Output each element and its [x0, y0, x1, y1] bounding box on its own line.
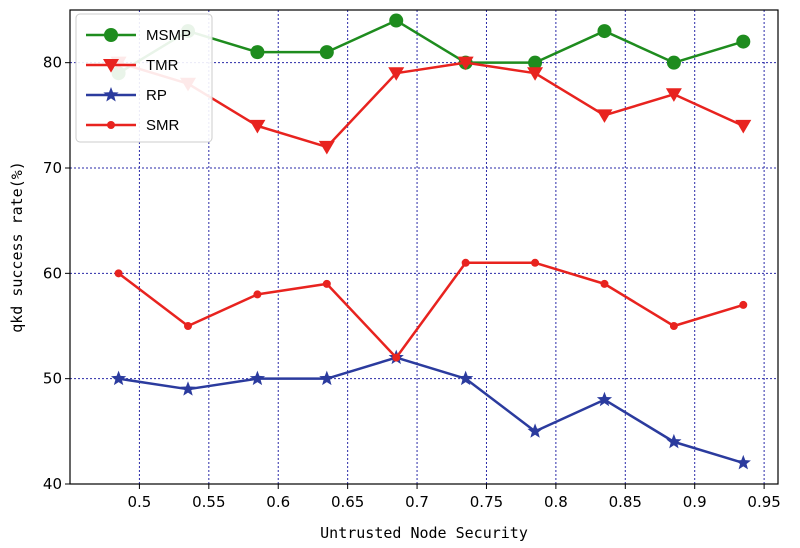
- series-line-msmp: [117, 19, 744, 75]
- legend-label-rp: RP: [146, 87, 167, 104]
- y-tick-label: 60: [43, 264, 62, 282]
- data-point-msmp: [666, 55, 681, 70]
- y-tick-label: 40: [43, 475, 62, 493]
- data-point-rp: [319, 370, 335, 386]
- data-point-smr: [739, 300, 748, 309]
- x-tick-label: 0.8: [544, 493, 568, 511]
- legend-item-tmr: TMR: [86, 57, 179, 74]
- legend-item-rp: RP: [86, 87, 167, 104]
- data-point-tmr: [388, 67, 405, 81]
- legend: MSMP TMR RP SMR: [75, 13, 213, 143]
- x-tick-label: 0.75: [470, 493, 503, 511]
- data-point-rp: [735, 454, 751, 470]
- series-smr: [114, 258, 748, 362]
- data-point-smr: [322, 279, 331, 288]
- series-line-rp: [118, 356, 744, 465]
- x-tick-label: 0.55: [192, 493, 225, 511]
- legend-label-msmp: MSMP: [146, 27, 191, 44]
- series-line-tmr: [118, 61, 744, 149]
- data-point-tmr: [249, 119, 266, 134]
- x-tick-label: 0.95: [747, 493, 780, 511]
- data-point-msmp: [319, 45, 334, 60]
- data-point-smr: [392, 353, 401, 362]
- data-point-tmr: [665, 88, 682, 102]
- x-tick-label: 0.6: [266, 493, 290, 511]
- data-point-rp: [180, 381, 196, 396]
- series-rp: [110, 349, 751, 470]
- series-line-smr: [117, 261, 744, 359]
- legend-marker-msmp: [104, 28, 118, 42]
- data-point-rp: [249, 370, 266, 386]
- legend-label-tmr: TMR: [146, 57, 179, 74]
- data-point-rp: [458, 370, 474, 386]
- data-point-smr: [600, 279, 609, 288]
- data-point-rp: [527, 423, 543, 438]
- ticks: 0.5 0.55 0.6 0.65 0.7 0.75 0.8 0.85 0.9 0.95 40 50 6…: [43, 54, 781, 511]
- data-point-tmr: [318, 140, 335, 155]
- x-tick-label: 0.7: [405, 493, 429, 511]
- data-point-tmr: [527, 67, 544, 81]
- y-tick-label: 80: [43, 54, 62, 72]
- data-point-msmp: [528, 55, 543, 70]
- y-axis-label: qkd success rate(%): [8, 161, 26, 333]
- data-point-rp: [666, 433, 682, 449]
- data-point-tmr: [457, 56, 474, 71]
- data-point-tmr: [735, 119, 752, 134]
- data-point-msmp: [250, 45, 265, 60]
- legend-item-msmp: MSMP: [86, 27, 191, 44]
- y-tick-label: 50: [43, 370, 62, 388]
- legend-label-smr: SMR: [146, 117, 180, 134]
- x-axis-label: Untrusted Node Security: [320, 524, 528, 542]
- data-point-smr: [114, 269, 123, 278]
- data-point-smr: [461, 258, 470, 267]
- data-point-rp: [596, 391, 613, 407]
- x-tick-label: 0.9: [683, 493, 707, 511]
- data-point-rp: [110, 370, 127, 386]
- data-point-msmp: [597, 24, 612, 39]
- data-point-smr: [669, 322, 678, 330]
- data-point-smr: [184, 322, 192, 330]
- data-point-smr: [531, 258, 540, 267]
- x-tick-label: 0.65: [331, 493, 364, 511]
- gridlines: [70, 10, 778, 485]
- legend-marker-smr: [107, 121, 115, 129]
- x-tick-label: 0.85: [609, 493, 642, 511]
- data-point-msmp: [736, 34, 751, 49]
- data-point-msmp: [389, 13, 404, 28]
- data-point-smr: [253, 290, 262, 299]
- legend-item-smr: SMR: [86, 117, 180, 134]
- plot-frame: [69, 9, 779, 485]
- x-tick-label: 0.5: [127, 493, 151, 511]
- data-point-tmr: [596, 109, 613, 123]
- legend-marker-rp: [103, 87, 119, 102]
- legend-box: [75, 13, 213, 143]
- legend-marker-tmr: [103, 59, 119, 73]
- y-tick-label: 70: [43, 159, 62, 177]
